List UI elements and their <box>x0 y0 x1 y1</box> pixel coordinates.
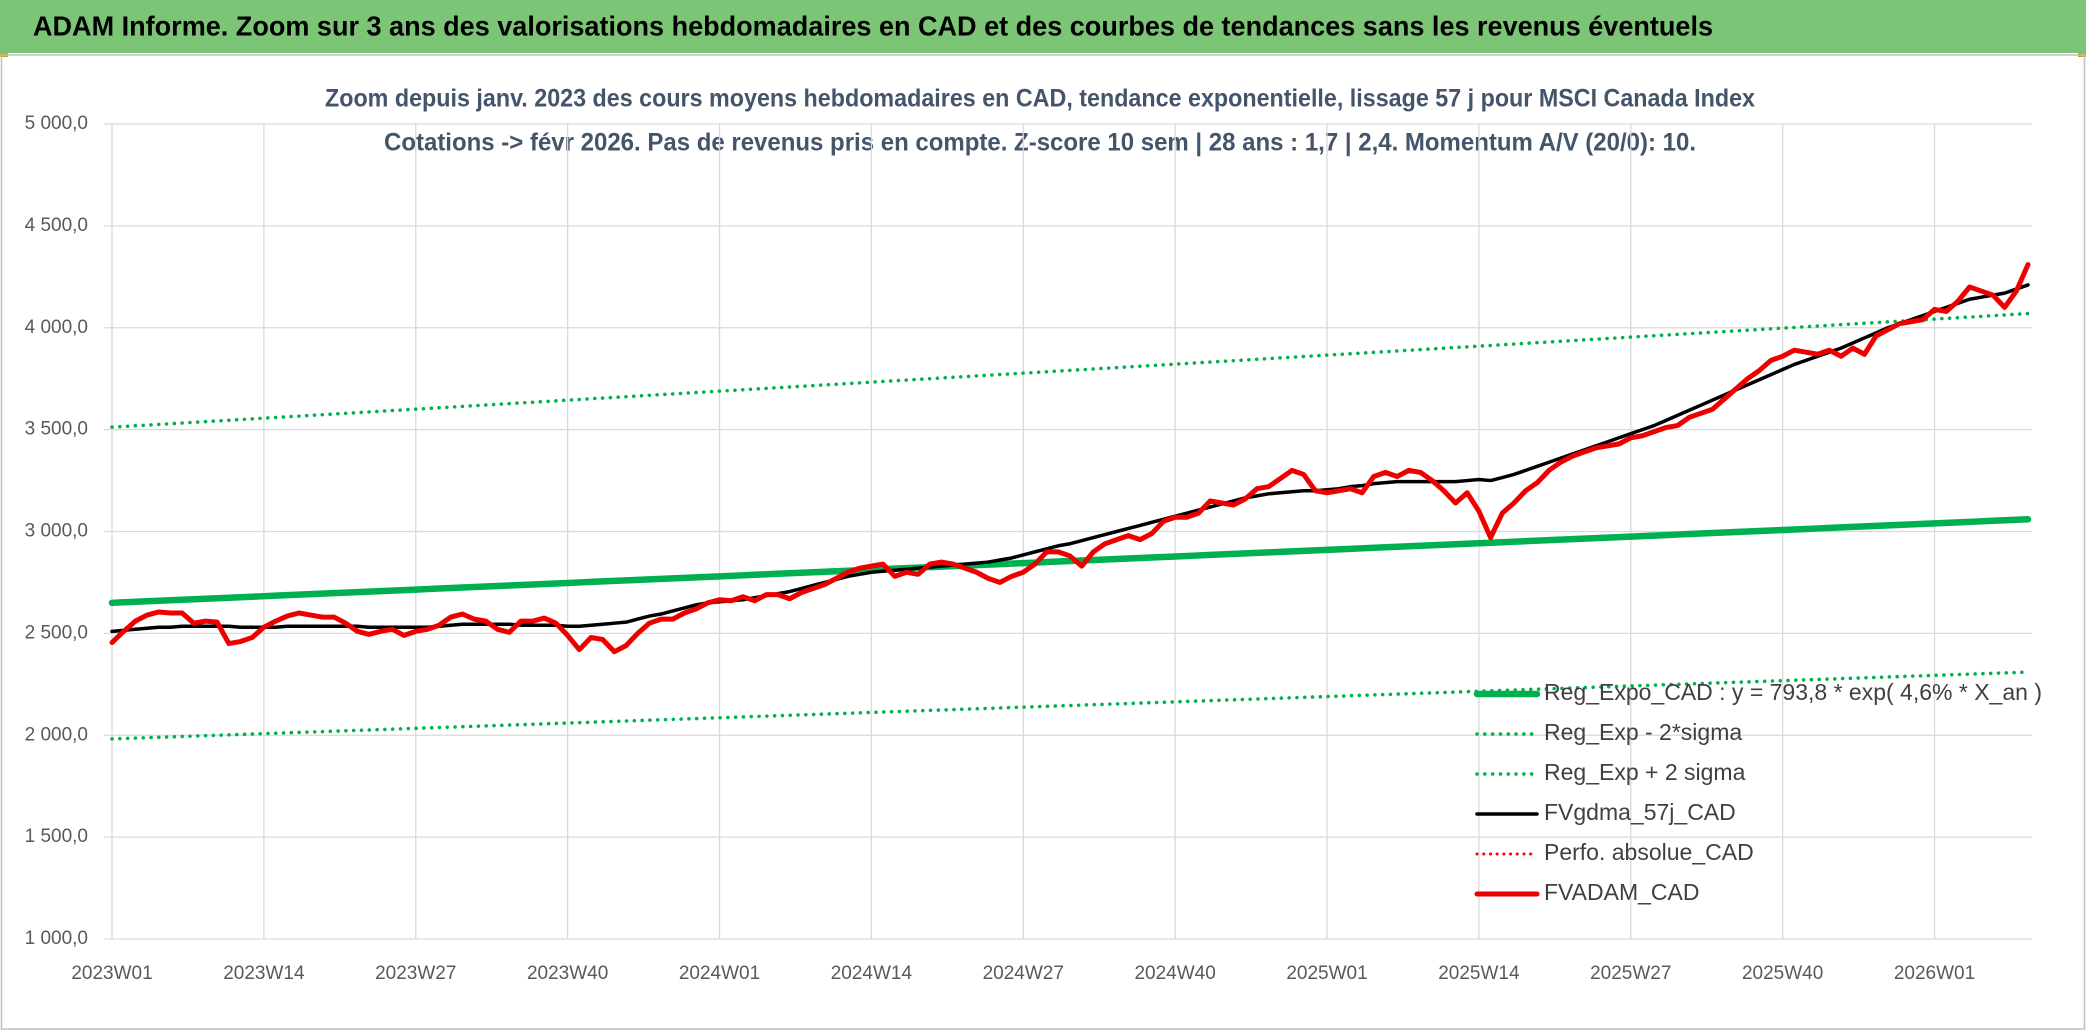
x-tick-label: 2023W40 <box>527 963 608 984</box>
x-tick-label: 2025W40 <box>1742 963 1823 984</box>
x-tick-label: 2023W01 <box>71 963 152 984</box>
legend-label: Reg_Expo_CAD : y = 793,8 * exp( 4,6% * X… <box>1544 679 2042 705</box>
x-tick-label: 2023W14 <box>223 963 305 984</box>
plot-lines <box>108 262 2032 741</box>
series-line <box>109 262 2031 655</box>
y-tick-label: 5 000,0 <box>25 113 88 134</box>
x-tick-label: 2026W01 <box>1894 963 1975 984</box>
y-tick-label: 3 000,0 <box>25 521 88 542</box>
grid: 1 000,0 1 500,0 2 000,0 2 500,0 3 000,0 3 500… <box>25 113 2032 984</box>
series-line <box>110 311 2030 429</box>
x-tick-label: 2023W27 <box>375 963 456 984</box>
legend: Reg_Expo_CAD : y = 793,8 * exp( 4,6% * X… <box>1473 679 2042 905</box>
y-tick-label: 3 500,0 <box>25 419 88 440</box>
y-tick-label: 4 000,0 <box>25 317 88 338</box>
chart-title: Zoom depuis janv. 2023 des cours moyens … <box>325 85 1755 113</box>
chart-subtitle: Cotations -> févr 2026. Pas de revenus p… <box>384 129 1696 157</box>
y-tick-label: 1 000,0 <box>25 928 88 949</box>
header-bar <box>0 0 2086 53</box>
x-tick-label: 2024W01 <box>679 963 760 984</box>
legend-label: Reg_Exp + 2 sigma <box>1544 759 1746 785</box>
page-title: ADAM Informe. Zoom sur 3 ans des valoris… <box>33 10 1713 41</box>
series-line <box>108 516 2032 607</box>
x-tick-label: 2024W40 <box>1134 963 1215 984</box>
x-tick-label: 2025W01 <box>1286 963 1367 984</box>
y-tick-label: 1 500,0 <box>25 826 88 847</box>
legend-label: FVADAM_CAD <box>1544 879 1700 905</box>
y-tick-label: 2 000,0 <box>25 724 88 745</box>
legend-label: Reg_Exp - 2*sigma <box>1544 719 1742 745</box>
x-tick-label: 2024W14 <box>831 963 913 984</box>
x-tick-label: 2025W27 <box>1590 963 1671 984</box>
x-tick-label: 2025W14 <box>1438 963 1520 984</box>
y-tick-label: 2 500,0 <box>25 622 88 643</box>
chart-frame <box>0 54 2086 1030</box>
series-line <box>110 670 2030 741</box>
legend-label: Perfo. absolue_CAD <box>1544 839 1754 865</box>
legend-label: FVgdma_57j_CAD <box>1544 799 1736 825</box>
x-tick-label: 2024W27 <box>983 963 1064 984</box>
y-tick-label: 4 500,0 <box>25 215 88 236</box>
